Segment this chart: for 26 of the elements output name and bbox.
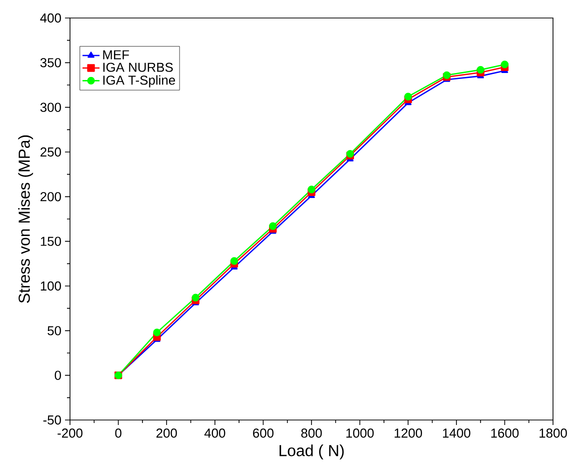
x-tick-label: 1600 [491, 428, 519, 438]
y-tick-label: 100 [40, 282, 61, 291]
x-tick-label: 1200 [394, 428, 422, 438]
y-tick-label: 400 [40, 14, 61, 23]
legend-label: MEF [103, 50, 129, 60]
x-tick-label: 0 [115, 428, 122, 438]
x-tick-label: 1800 [540, 428, 567, 438]
x-tick-label: 1000 [346, 428, 374, 438]
x-tick-label: 600 [253, 428, 274, 438]
y-tick-label: 300 [40, 102, 61, 112]
y-tick-label: 0 [54, 370, 61, 380]
x-tick-label: 400 [204, 428, 226, 438]
y-tick-label: 200 [40, 192, 61, 202]
legend-label: IGA T-Spline [103, 75, 175, 88]
y-tick-label: 50 [48, 326, 61, 336]
y-tick-label: 250 [40, 148, 61, 157]
y-tick-label: 150 [40, 236, 61, 246]
x-tick-label: 1400 [442, 428, 470, 438]
x-axis-title: Load ( N) [280, 444, 344, 460]
x-tick-label: 800 [301, 428, 322, 438]
x-tick-label: -200 [58, 428, 82, 438]
y-tick-label: 350 [40, 58, 61, 68]
legend-label: IGA NURBS [103, 62, 173, 72]
y-axis-title: Stress von Mises (MPa) [18, 136, 34, 304]
y-tick-label: -50 [43, 416, 61, 425]
x-tick-label: 200 [156, 428, 177, 438]
